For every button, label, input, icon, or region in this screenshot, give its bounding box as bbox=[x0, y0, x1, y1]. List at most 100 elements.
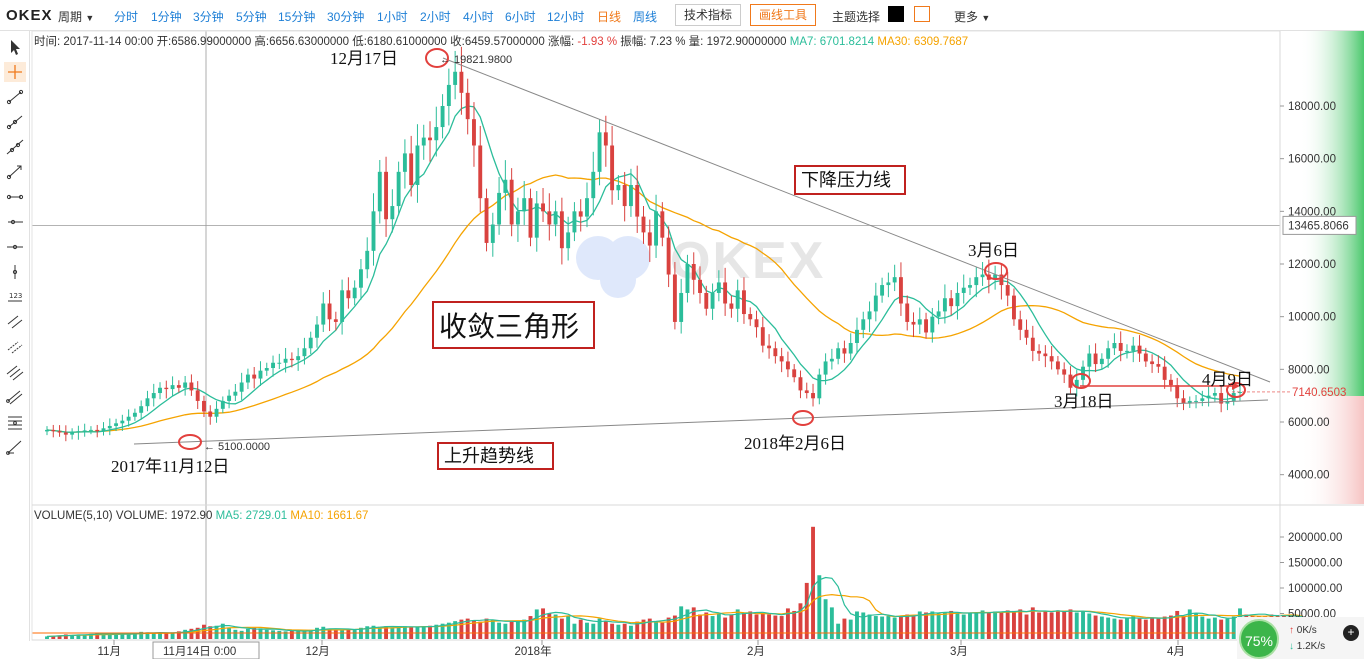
volume-bar bbox=[999, 612, 1004, 639]
volume-bar bbox=[151, 632, 156, 639]
candle-body bbox=[603, 132, 608, 146]
candle-body bbox=[999, 274, 1004, 286]
info-change: -1.93 % bbox=[577, 36, 618, 48]
candle-body bbox=[89, 429, 93, 431]
price-label-icon[interactable]: 123 bbox=[4, 287, 26, 307]
candle-body bbox=[227, 395, 232, 401]
fibonacci-icon[interactable] bbox=[4, 412, 26, 432]
period-1min[interactable]: 1分钟 bbox=[151, 10, 182, 24]
volume-bar bbox=[45, 636, 49, 639]
candle-body bbox=[302, 348, 307, 357]
period-daily[interactable]: 日线 bbox=[597, 10, 622, 24]
candle-body bbox=[836, 348, 841, 359]
plus-icon[interactable]: + bbox=[1343, 625, 1359, 641]
candle-body bbox=[189, 382, 194, 391]
period-4h[interactable]: 4小时 bbox=[463, 10, 494, 24]
candle-body bbox=[220, 400, 225, 409]
volume-bar bbox=[666, 617, 671, 639]
candle-body bbox=[82, 430, 87, 432]
price-channel-icon[interactable] bbox=[4, 337, 26, 357]
period-weekly[interactable]: 周线 bbox=[633, 10, 658, 24]
cursor-arrow-icon[interactable] bbox=[4, 37, 26, 57]
volume-bar bbox=[616, 624, 621, 639]
volume-bar bbox=[635, 621, 640, 639]
candle-body bbox=[214, 408, 219, 417]
volume-bar bbox=[1037, 612, 1042, 639]
candle-body bbox=[1181, 398, 1186, 404]
candle-body bbox=[647, 232, 652, 246]
falling-line-label-box bbox=[794, 165, 906, 195]
indicator-button[interactable]: 技术指标 bbox=[675, 4, 742, 26]
candle-body bbox=[691, 264, 696, 280]
period-time-sharing[interactable]: 分时 bbox=[114, 10, 139, 24]
candle-body bbox=[572, 211, 577, 233]
volume-bar bbox=[842, 618, 847, 639]
period-2h[interactable]: 2小时 bbox=[420, 10, 451, 24]
candle-body bbox=[176, 385, 181, 388]
volume-bar bbox=[484, 618, 489, 639]
crosshair-icon[interactable] bbox=[4, 62, 26, 82]
theme-light-swatch[interactable] bbox=[914, 6, 930, 22]
performance-gauge[interactable]: 75% bbox=[1239, 619, 1279, 659]
price-tick-label: 14000.00 bbox=[1288, 206, 1336, 218]
candle-body bbox=[120, 420, 125, 424]
period-1h[interactable]: 1小时 bbox=[377, 10, 408, 24]
period-15min[interactable]: 15分钟 bbox=[278, 10, 316, 24]
volume-bar bbox=[497, 622, 502, 639]
candle-body bbox=[315, 324, 319, 338]
arrow-line-icon[interactable] bbox=[4, 162, 26, 182]
ray-line-icon[interactable] bbox=[4, 112, 26, 132]
period-3min[interactable]: 3分钟 bbox=[193, 10, 224, 24]
candle-body bbox=[773, 348, 778, 357]
trend-lines[interactable] bbox=[133, 57, 1271, 445]
annotations: 12月17日 ← 19821.9800 ← 5100.0000 2017年11月12日… bbox=[111, 48, 1253, 476]
volume-tick-label: 150000.00 bbox=[1288, 558, 1342, 570]
volume-bar bbox=[986, 612, 991, 639]
period-select[interactable]: 周期 ▼ bbox=[58, 10, 95, 24]
draw-tools-button[interactable]: 画线工具 bbox=[750, 4, 817, 26]
horizontal-line-icon[interactable] bbox=[4, 237, 26, 257]
candle-body bbox=[95, 429, 100, 432]
candle-body bbox=[917, 319, 922, 325]
candle-body bbox=[842, 348, 847, 354]
horizontal-ray-icon[interactable] bbox=[4, 212, 26, 232]
pattern-label-box bbox=[432, 301, 595, 349]
theme-dark-swatch[interactable] bbox=[888, 6, 904, 22]
candle-body bbox=[346, 290, 351, 299]
linear-regression-icon[interactable] bbox=[4, 362, 26, 382]
chevron-down-icon: ▼ bbox=[85, 13, 95, 23]
candle-body bbox=[164, 387, 169, 390]
segment-line-icon[interactable] bbox=[4, 87, 26, 107]
more-menu[interactable]: 更多 ▼ bbox=[954, 10, 991, 24]
horizontal-segment-icon[interactable] bbox=[4, 187, 26, 207]
extended-line-icon[interactable] bbox=[4, 137, 26, 157]
measure-icon[interactable] bbox=[4, 437, 26, 457]
time-tick-label: 3月 bbox=[950, 646, 968, 658]
candle-body bbox=[359, 269, 363, 288]
volume-bar bbox=[1043, 610, 1048, 639]
volume-bar bbox=[949, 610, 954, 639]
vertical-line-icon[interactable] bbox=[4, 262, 26, 282]
start-low-marker bbox=[178, 434, 202, 450]
parallel-channel-icon[interactable] bbox=[4, 312, 26, 332]
trend-channel-icon[interactable] bbox=[4, 387, 26, 407]
period-12h[interactable]: 12小时 bbox=[547, 10, 585, 24]
period-30min[interactable]: 30分钟 bbox=[327, 10, 365, 24]
volume-bar bbox=[107, 634, 112, 639]
candle-body bbox=[585, 198, 589, 217]
candle-body bbox=[817, 374, 822, 399]
volume-bar bbox=[930, 611, 935, 639]
volume-bar bbox=[1062, 611, 1067, 639]
period-6h[interactable]: 6小时 bbox=[505, 10, 536, 24]
candle-body bbox=[277, 362, 282, 364]
volume-bar bbox=[534, 609, 539, 639]
volume-bar bbox=[1194, 613, 1198, 639]
moving-average-lines bbox=[46, 105, 1241, 433]
volume-title: VOLUME(5,10) bbox=[34, 510, 113, 522]
period-5min[interactable]: 5分钟 bbox=[236, 10, 267, 24]
volume-bar bbox=[340, 630, 345, 639]
volume-bar bbox=[515, 620, 520, 639]
volume-bar bbox=[572, 623, 577, 639]
volume-bar bbox=[233, 629, 238, 639]
